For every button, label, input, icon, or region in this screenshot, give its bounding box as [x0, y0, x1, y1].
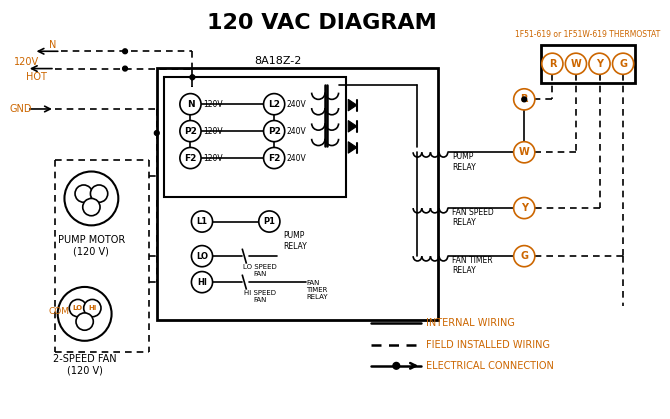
Text: LO SPEED
FAN: LO SPEED FAN [243, 264, 277, 277]
Circle shape [90, 185, 108, 202]
Text: P1: P1 [263, 217, 275, 226]
Text: 2-SPEED FAN
(120 V): 2-SPEED FAN (120 V) [53, 354, 117, 376]
Circle shape [393, 362, 400, 369]
Polygon shape [348, 121, 357, 132]
Circle shape [180, 121, 201, 142]
Circle shape [263, 93, 285, 115]
Text: 120V: 120V [203, 100, 222, 109]
Text: W: W [571, 59, 582, 69]
Circle shape [75, 185, 92, 202]
Circle shape [263, 147, 285, 168]
Text: W: W [519, 147, 529, 157]
Text: 120V: 120V [203, 127, 222, 136]
Text: N: N [49, 39, 56, 49]
Text: COM: COM [48, 308, 69, 316]
Circle shape [123, 66, 127, 71]
Text: P2: P2 [184, 127, 197, 136]
Text: G: G [520, 251, 528, 261]
Circle shape [84, 300, 101, 317]
Text: HI: HI [197, 278, 207, 287]
Circle shape [154, 131, 159, 135]
Text: INTERNAL WIRING: INTERNAL WIRING [426, 318, 515, 328]
Circle shape [192, 272, 212, 293]
Text: 120 VAC DIAGRAM: 120 VAC DIAGRAM [207, 13, 437, 34]
Text: ELECTRICAL CONNECTION: ELECTRICAL CONNECTION [426, 361, 554, 371]
Polygon shape [348, 142, 357, 153]
Text: F2: F2 [268, 153, 280, 163]
Text: 120V: 120V [15, 57, 40, 67]
Text: P2: P2 [268, 127, 281, 136]
Text: FAN TIMER
RELAY: FAN TIMER RELAY [452, 256, 492, 275]
Circle shape [190, 75, 195, 80]
Circle shape [259, 211, 280, 232]
Circle shape [192, 246, 212, 267]
Text: FAN SPEED
RELAY: FAN SPEED RELAY [452, 208, 494, 228]
Text: 1F51-619 or 1F51W-619 THERMOSTAT: 1F51-619 or 1F51W-619 THERMOSTAT [515, 31, 661, 39]
Text: F2: F2 [184, 153, 197, 163]
Circle shape [612, 53, 634, 74]
Text: PUMP
RELAY: PUMP RELAY [283, 231, 307, 251]
Text: PUMP MOTOR
(120 V): PUMP MOTOR (120 V) [58, 235, 125, 256]
Bar [157, 67, 438, 320]
Circle shape [64, 171, 119, 225]
Text: 240V: 240V [287, 153, 306, 163]
Circle shape [263, 121, 285, 142]
Circle shape [58, 287, 112, 341]
Text: 240V: 240V [287, 100, 306, 109]
Circle shape [565, 53, 586, 74]
Circle shape [542, 53, 563, 74]
Circle shape [514, 142, 535, 163]
Bar [163, 77, 346, 197]
Text: HI: HI [88, 305, 96, 311]
Text: 240V: 240V [287, 127, 306, 136]
Text: FIELD INSTALLED WIRING: FIELD INSTALLED WIRING [426, 340, 550, 349]
Text: 8A18Z-2: 8A18Z-2 [255, 56, 302, 66]
Text: G: G [619, 59, 627, 69]
Text: HI SPEED
FAN: HI SPEED FAN [244, 290, 276, 303]
Text: PUMP
RELAY: PUMP RELAY [452, 152, 476, 172]
Circle shape [589, 53, 610, 74]
Text: LO: LO [73, 305, 83, 311]
Circle shape [180, 147, 201, 168]
Circle shape [123, 49, 127, 54]
Text: Y: Y [521, 203, 528, 213]
Text: N: N [187, 100, 194, 109]
Circle shape [514, 246, 535, 267]
Circle shape [69, 300, 86, 317]
Circle shape [514, 89, 535, 110]
Text: LO: LO [196, 252, 208, 261]
Text: FAN
TIMER
RELAY: FAN TIMER RELAY [306, 280, 328, 300]
Bar [541, 44, 635, 83]
Text: R: R [521, 94, 528, 104]
Circle shape [82, 199, 100, 216]
Text: L1: L1 [196, 217, 208, 226]
Text: L2: L2 [268, 100, 280, 109]
Polygon shape [348, 99, 357, 111]
Circle shape [522, 97, 527, 102]
Circle shape [514, 197, 535, 219]
Circle shape [192, 211, 212, 232]
Text: GND: GND [9, 104, 32, 114]
Text: 120V: 120V [203, 153, 222, 163]
Circle shape [76, 313, 93, 330]
Text: HOT: HOT [26, 72, 47, 82]
Text: Y: Y [596, 59, 603, 69]
Text: R: R [549, 59, 556, 69]
Circle shape [180, 93, 201, 115]
